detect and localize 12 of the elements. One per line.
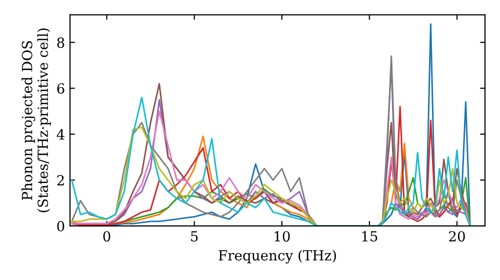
y-tick-label: 2 [57,175,64,186]
y-tick-label: 0 [57,220,64,232]
x-tick-label: 5 [191,231,198,242]
x-tick-label: 0 [103,231,110,242]
y-axis-title: Phonon projected DOS (States/THz·primitive cell) [22,28,51,212]
x-tick-label: 15 [362,231,378,242]
y-tick-label: 6 [57,83,64,94]
x-tick-label: 20 [449,231,465,242]
x-tick-label: 10 [274,231,290,242]
y-tick-label: 4 [56,129,64,140]
x-axis-title: Frequency (THz) [218,250,336,264]
y-tick-label: 8 [57,37,64,48]
